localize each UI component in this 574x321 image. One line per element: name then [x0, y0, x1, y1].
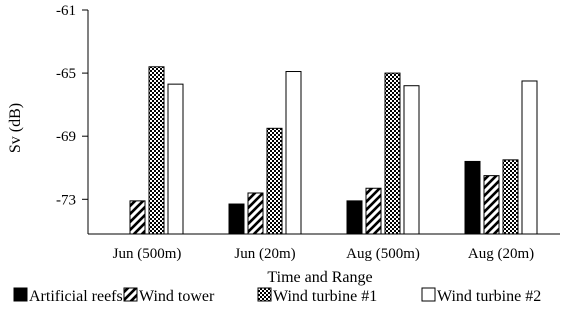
x-axis-title: Time and Range [267, 269, 372, 286]
bar [384, 72, 401, 235]
bar [247, 192, 264, 235]
y-tick-label: -73 [56, 192, 76, 208]
bar [148, 66, 165, 235]
bar [483, 175, 500, 235]
y-tick-label: -61 [56, 3, 76, 19]
legend-swatch [257, 287, 272, 302]
legend-swatch [13, 287, 28, 302]
bar [129, 200, 146, 235]
bar [285, 71, 302, 235]
legend-label: Wind turbine #1 [273, 288, 377, 305]
bar [521, 80, 538, 235]
y-axis-title: Sv (dB) [7, 103, 24, 153]
y-tick-label: -65 [56, 66, 76, 82]
bar [464, 160, 481, 235]
x-tick-label: Aug (500m) [346, 246, 420, 262]
legend: Artificial reefs Wind tower Wind turbine #… [13, 287, 541, 305]
bar [346, 200, 363, 235]
bar [266, 127, 283, 235]
bar [365, 187, 382, 235]
bar [228, 203, 245, 235]
x-tick-label: Jun (20m) [234, 246, 295, 262]
x-tick-label: Jun (500m) [113, 246, 182, 262]
x-tick-label: Aug (20m) [468, 246, 534, 262]
bar [167, 83, 184, 235]
legend-swatch [123, 287, 138, 302]
legend-swatch [421, 287, 436, 302]
y-tick-label: -69 [56, 129, 76, 145]
bar [502, 159, 519, 235]
legend-label: Wind turbine #2 [437, 288, 541, 305]
legend-label: Artificial reefs [29, 288, 123, 305]
legend-label: Wind tower [139, 288, 215, 305]
bar [403, 85, 420, 235]
